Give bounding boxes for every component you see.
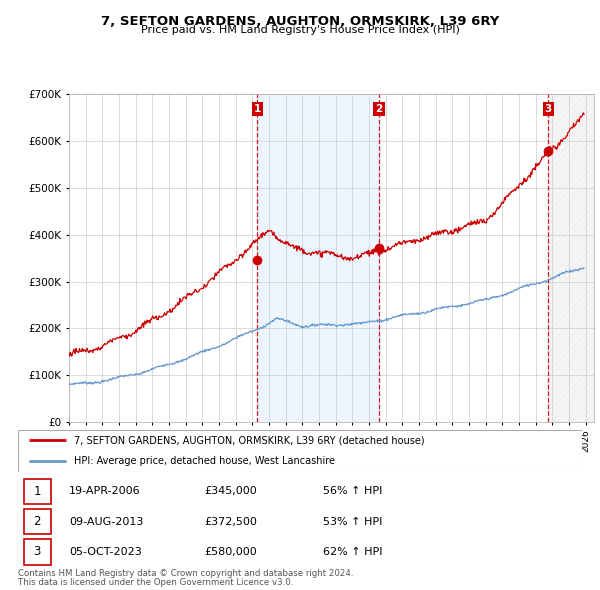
Text: 2: 2 (34, 515, 41, 528)
FancyBboxPatch shape (23, 509, 51, 535)
Text: 7, SEFTON GARDENS, AUGHTON, ORMSKIRK, L39 6RY (detached house): 7, SEFTON GARDENS, AUGHTON, ORMSKIRK, L3… (74, 435, 425, 445)
FancyBboxPatch shape (18, 430, 582, 472)
Text: This data is licensed under the Open Government Licence v3.0.: This data is licensed under the Open Gov… (18, 578, 293, 587)
Text: 09-AUG-2013: 09-AUG-2013 (69, 517, 143, 527)
Text: 62% ↑ HPI: 62% ↑ HPI (323, 547, 382, 557)
Text: 05-OCT-2023: 05-OCT-2023 (69, 547, 142, 557)
Text: 3: 3 (545, 104, 552, 114)
Text: 1: 1 (254, 104, 261, 114)
Text: 56% ↑ HPI: 56% ↑ HPI (323, 486, 382, 496)
Text: Price paid vs. HM Land Registry's House Price Index (HPI): Price paid vs. HM Land Registry's House … (140, 25, 460, 35)
FancyBboxPatch shape (23, 539, 51, 565)
Text: 53% ↑ HPI: 53% ↑ HPI (323, 517, 382, 527)
Bar (548, 94, 594, 422)
Text: 19-APR-2006: 19-APR-2006 (69, 486, 140, 496)
Text: 2: 2 (376, 104, 383, 114)
Text: Contains HM Land Registry data © Crown copyright and database right 2024.: Contains HM Land Registry data © Crown c… (18, 569, 353, 578)
Text: 1: 1 (34, 485, 41, 498)
Text: £580,000: £580,000 (204, 547, 257, 557)
Text: 3: 3 (34, 545, 41, 558)
Text: HPI: Average price, detached house, West Lancashire: HPI: Average price, detached house, West… (74, 457, 335, 466)
Bar (257, 94, 379, 422)
Text: £372,500: £372,500 (204, 517, 257, 527)
Text: £345,000: £345,000 (204, 486, 257, 496)
FancyBboxPatch shape (23, 478, 51, 504)
Text: 7, SEFTON GARDENS, AUGHTON, ORMSKIRK, L39 6RY: 7, SEFTON GARDENS, AUGHTON, ORMSKIRK, L3… (101, 15, 499, 28)
